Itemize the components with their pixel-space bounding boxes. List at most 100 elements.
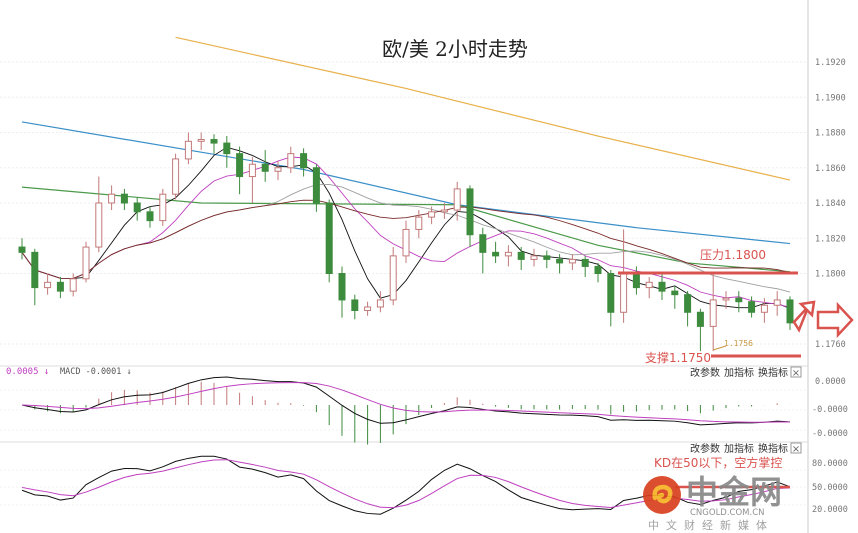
candle-body (658, 281, 666, 292)
candle-body (722, 297, 730, 301)
candle-body (684, 294, 692, 313)
edit-params-button[interactable]: 改参数 (690, 442, 720, 455)
candle-body (632, 273, 640, 289)
macd-label: MACD -0.0001 ↓ (60, 367, 132, 377)
macd-dea-line (21, 382, 791, 423)
candle (722, 291, 730, 309)
candle (31, 248, 39, 306)
candle-body (197, 139, 205, 142)
candle (159, 188, 167, 226)
candle-body (415, 216, 423, 230)
candle-body (18, 246, 26, 253)
candle (581, 255, 589, 278)
candle (210, 134, 218, 154)
candle (696, 308, 704, 352)
candle-body (210, 139, 218, 144)
candle (300, 148, 308, 177)
candle-body (786, 299, 794, 324)
candle-body (748, 301, 756, 313)
switch-indicator-button[interactable]: 换指标 (758, 442, 788, 455)
candle-body (479, 234, 487, 253)
close-icon: × (792, 368, 800, 379)
candle-body (620, 273, 628, 313)
candle-body (159, 193, 167, 222)
candle-body (594, 265, 602, 275)
close-panel-button[interactable] (790, 366, 802, 378)
candle-body (607, 273, 615, 313)
candle-body (351, 299, 359, 312)
candle-body (44, 281, 52, 289)
watermark-slogan: 中文财经新媒体 (648, 518, 774, 532)
low-marker-label: 1.1756 (724, 339, 753, 348)
candle (325, 199, 333, 283)
price-tick: 1.1900 (815, 93, 846, 103)
candle-body (517, 251, 525, 260)
add-indicator-button[interactable]: 加指标 (724, 442, 754, 455)
candle-body (31, 251, 39, 289)
switch-indicator-button[interactable]: 换指标 (758, 366, 788, 379)
candle-body (108, 193, 116, 204)
candle-body (223, 142, 231, 155)
candle (479, 227, 487, 274)
candle (709, 273, 717, 352)
add-indicator-button[interactable]: 加指标 (724, 366, 754, 379)
candle (607, 269, 615, 327)
candle (492, 241, 500, 263)
macd-toolbar: 改参数 加指标 换指标 × (690, 366, 802, 379)
candle (504, 245, 512, 267)
candle (312, 164, 320, 212)
candle (530, 248, 538, 267)
price-tick: 1.1860 (815, 164, 846, 174)
candle (543, 250, 551, 269)
candle-body (440, 209, 448, 213)
candle (338, 266, 346, 318)
watermark-brand: 中金网 (686, 473, 782, 511)
candle-body (581, 258, 589, 267)
candle (684, 291, 692, 327)
candle (735, 291, 743, 313)
price-tick: 1.1920 (815, 58, 846, 68)
candle (223, 136, 231, 168)
candle-body (402, 228, 410, 257)
candle (261, 150, 269, 182)
candle-body (172, 158, 180, 195)
candle (364, 301, 372, 316)
right-arrow-icon (816, 301, 854, 339)
close-panel-button[interactable] (790, 442, 802, 454)
candle (748, 296, 756, 318)
candle (56, 277, 64, 299)
chart-title: 欧/美 2小时走势 (382, 37, 528, 61)
edit-params-button[interactable]: 改参数 (690, 366, 720, 379)
candle (248, 157, 256, 203)
candle (786, 296, 794, 330)
candle (376, 291, 384, 313)
candle (172, 153, 180, 200)
candle (428, 206, 436, 225)
support-label: 支撑1.1750 (645, 350, 711, 365)
candle-body (287, 153, 295, 169)
price-tick: 1.1880 (815, 129, 846, 139)
candle-body (696, 311, 704, 327)
candle-body (236, 153, 244, 178)
candle-body (645, 281, 653, 289)
candle (120, 188, 128, 211)
candle-body (364, 306, 372, 312)
candle (18, 238, 26, 260)
candle-body (428, 211, 436, 218)
candle-body (492, 251, 500, 257)
up-arrow-icon (792, 300, 816, 333)
candle-body (466, 188, 474, 236)
macd-dea-label: 0.0005 ↓ (6, 367, 49, 377)
candle-body (760, 304, 768, 313)
price-tick: 1.1800 (815, 270, 846, 280)
candle-body (568, 258, 576, 264)
candle-body (69, 278, 77, 292)
candle (556, 254, 564, 274)
candle (389, 247, 397, 306)
candle-body (735, 297, 743, 303)
candle (44, 273, 52, 295)
candle-body (543, 255, 551, 260)
price-tick: 1.1820 (815, 234, 846, 244)
long-ma-line (175, 36, 791, 181)
